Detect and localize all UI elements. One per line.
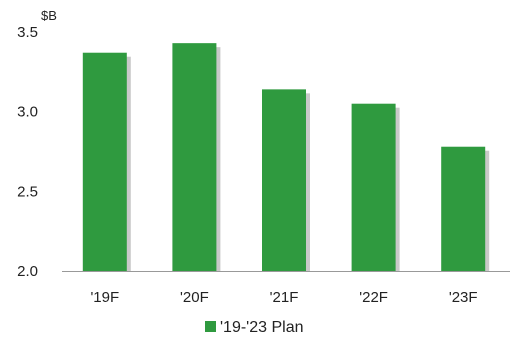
bar <box>351 103 396 271</box>
y-tick-label: 3.5 <box>17 24 38 41</box>
bar <box>172 43 217 271</box>
y-tick-label: 3.0 <box>17 104 38 121</box>
y-tick-label: 2.0 <box>17 263 38 280</box>
bar <box>262 89 306 271</box>
bar <box>441 146 486 271</box>
x-tick-label: '19F <box>90 289 119 306</box>
legend-label: '19-'23 Plan <box>220 319 304 336</box>
legend: '19-'23 Plan <box>205 319 304 336</box>
y-axis: 2.0 2.5 3.0 3.5 <box>17 24 38 280</box>
bar <box>82 52 127 271</box>
y-unit-label: $B <box>41 8 57 23</box>
bars <box>82 43 490 271</box>
x-tick-label: '20F <box>180 289 209 306</box>
legend-swatch <box>205 321 216 332</box>
x-axis-labels: '19F '20F '21F '22F '23F <box>90 289 477 306</box>
x-tick-label: '22F <box>359 289 388 306</box>
y-tick-label: 2.5 <box>17 183 38 200</box>
x-tick-label: '21F <box>270 289 299 306</box>
x-tick-label: '23F <box>449 289 478 306</box>
